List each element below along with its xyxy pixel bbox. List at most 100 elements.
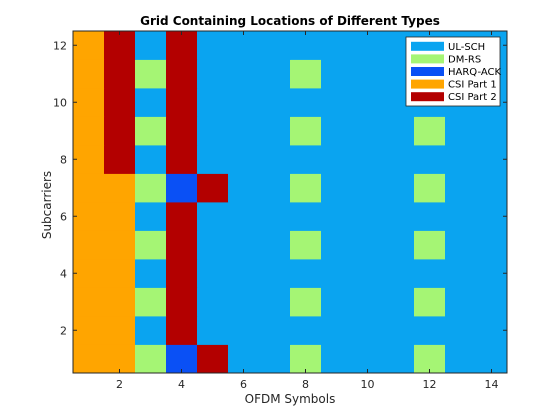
cell-ulsch-s12-o5 (197, 31, 229, 60)
cell-ulsch-s4-o6 (228, 259, 260, 288)
cell-ulsch-s5-o13 (445, 230, 477, 260)
cell-csi1-s7-o2 (104, 173, 136, 203)
cell-csi1-s4-o2 (104, 259, 136, 288)
legend-label-dmrs: DM-RS (448, 54, 481, 65)
cell-csi1-s3-o2 (104, 287, 136, 317)
legend-label-harq: HARQ-ACK (448, 67, 501, 78)
cell-dmrs-s9-o12 (414, 116, 446, 146)
cell-ulsch-s5-o9 (321, 230, 353, 260)
cell-ulsch-s4-o5 (197, 259, 229, 288)
legend-swatch-csi1 (411, 79, 444, 89)
cell-ulsch-s3-o5 (197, 287, 229, 317)
cell-csi1-s11-o1 (73, 59, 105, 89)
y-tick-label: 4 (60, 267, 67, 280)
y-tick-label: 2 (60, 324, 67, 337)
cell-dmrs-s3-o12 (414, 287, 446, 317)
cell-ulsch-s6-o7 (259, 202, 291, 231)
cell-csi2-s3-o4 (166, 287, 198, 317)
cell-csi1-s7-o1 (73, 173, 105, 203)
cell-harq-s1-o4 (166, 344, 198, 374)
cell-csi2-s11-o4 (166, 59, 198, 89)
cell-dmrs-s7-o8 (290, 173, 322, 203)
cell-ulsch-s10-o6 (228, 88, 260, 117)
cell-ulsch-s4-o9 (321, 259, 353, 288)
cell-ulsch-s1-o13 (445, 344, 477, 374)
cell-ulsch-s3-o10 (352, 287, 384, 317)
cell-ulsch-s10-o9 (321, 88, 353, 117)
cell-ulsch-s1-o9 (321, 344, 353, 374)
x-tick-label: 4 (178, 378, 185, 391)
cell-ulsch-s6-o12 (414, 202, 446, 231)
cell-ulsch-s4-o7 (259, 259, 291, 288)
cell-ulsch-s10-o5 (197, 88, 229, 117)
legend-swatch-harq (411, 67, 444, 76)
cell-ulsch-s9-o9 (321, 116, 353, 146)
x-axis-ticks: 2 4 6 8 10 12 14 (116, 31, 499, 391)
y-tick-label: 10 (53, 96, 67, 109)
cell-ulsch-s7-o14 (476, 173, 508, 203)
cell-csi2-s12-o4 (166, 31, 198, 60)
cell-csi2-s10-o4 (166, 88, 198, 117)
cell-ulsch-s2-o5 (197, 316, 229, 345)
cell-ulsch-s8-o3 (135, 145, 167, 174)
cell-ulsch-s8-o7 (259, 145, 291, 174)
cell-dmrs-s1-o3 (135, 344, 167, 374)
cell-ulsch-s4-o11 (383, 259, 415, 288)
cell-csi1-s9-o1 (73, 116, 105, 146)
cell-dmrs-s1-o12 (414, 344, 446, 374)
cell-ulsch-s9-o10 (352, 116, 384, 146)
y-axis-label: Subcarriers (40, 171, 54, 239)
cell-dmrs-s3-o8 (290, 287, 322, 317)
cell-ulsch-s3-o14 (476, 287, 508, 317)
cell-ulsch-s8-o9 (321, 145, 353, 174)
cell-ulsch-s5-o14 (476, 230, 508, 260)
cell-csi2-s5-o4 (166, 230, 198, 260)
x-tick-label: 6 (240, 378, 247, 391)
cell-ulsch-s8-o11 (383, 145, 415, 174)
chart-title: Grid Containing Locations of Different T… (140, 14, 440, 28)
cell-ulsch-s5-o10 (352, 230, 384, 260)
cell-ulsch-s8-o12 (414, 145, 446, 174)
cell-ulsch-s9-o5 (197, 116, 229, 146)
cell-csi1-s2-o1 (73, 316, 105, 345)
cell-ulsch-s4-o13 (445, 259, 477, 288)
x-tick-label: 8 (302, 378, 309, 391)
cell-csi1-s4-o1 (73, 259, 105, 288)
cell-csi1-s5-o2 (104, 230, 136, 260)
cell-ulsch-s9-o11 (383, 116, 415, 146)
legend-label-csi1: CSI Part 1 (448, 80, 497, 91)
cell-ulsch-s8-o5 (197, 145, 229, 174)
cell-csi2-s12-o2 (104, 31, 136, 60)
cell-ulsch-s6-o6 (228, 202, 260, 231)
cell-csi1-s3-o1 (73, 287, 105, 317)
cell-ulsch-s5-o7 (259, 230, 291, 260)
cell-ulsch-s10-o10 (352, 88, 384, 117)
cell-csi2-s1-o5 (197, 344, 229, 374)
cell-ulsch-s6-o11 (383, 202, 415, 231)
cell-harq-s7-o4 (166, 173, 198, 203)
legend-label-csi2: CSI Part 2 (448, 92, 497, 103)
x-axis-label: OFDM Symbols (245, 392, 336, 406)
cell-ulsch-s8-o13 (445, 145, 477, 174)
cell-ulsch-s6-o3 (135, 202, 167, 231)
legend-swatch-dmrs (411, 54, 444, 64)
cell-ulsch-s7-o13 (445, 173, 477, 203)
x-tick-label: 2 (116, 378, 123, 391)
cell-csi1-s8-o1 (73, 145, 105, 174)
cell-dmrs-s7-o3 (135, 173, 167, 203)
cell-ulsch-s9-o7 (259, 116, 291, 146)
cell-ulsch-s2-o13 (445, 316, 477, 345)
cell-ulsch-s2-o6 (228, 316, 260, 345)
cell-ulsch-s11-o5 (197, 59, 229, 89)
cell-ulsch-s7-o6 (228, 173, 260, 203)
cell-ulsch-s1-o6 (228, 344, 260, 374)
cell-csi2-s7-o5 (197, 173, 229, 203)
cell-ulsch-s7-o9 (321, 173, 353, 203)
cell-ulsch-s6-o5 (197, 202, 229, 231)
cell-dmrs-s1-o8 (290, 344, 322, 374)
x-tick-label: 12 (423, 378, 437, 391)
cell-ulsch-s11-o6 (228, 59, 260, 89)
cell-ulsch-s6-o9 (321, 202, 353, 231)
cell-csi2-s2-o4 (166, 316, 198, 345)
